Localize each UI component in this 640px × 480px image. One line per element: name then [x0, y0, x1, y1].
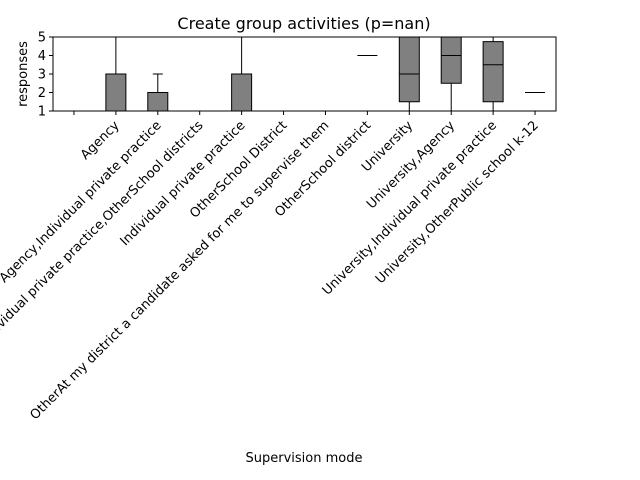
x-axis-label: Supervision mode — [246, 451, 363, 466]
box-body — [398, 36, 420, 103]
box-body — [147, 92, 169, 112]
x-tick-label: Agency,Individual private practice — [0, 118, 165, 286]
y-tick-label: 3 — [38, 68, 46, 83]
y-tick-label: 1 — [38, 105, 46, 120]
box-body — [482, 41, 504, 103]
y-tick-label: 2 — [38, 86, 46, 101]
y-axis-label: responses — [16, 41, 31, 107]
box-body — [440, 36, 462, 84]
box-body — [105, 73, 127, 112]
y-tick-label: 5 — [38, 31, 46, 46]
y-tick-label: 4 — [38, 49, 46, 64]
plot-frame — [52, 36, 557, 112]
chart-title: Create group activities (p=nan) — [177, 14, 430, 33]
box-body — [231, 73, 253, 112]
x-tick-label: OtherAt my district a candidate asked fo… — [27, 118, 332, 423]
